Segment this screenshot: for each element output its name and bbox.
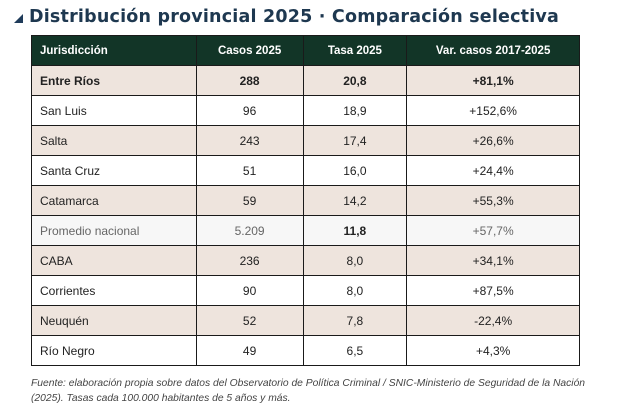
cell-tasa: 6,5 bbox=[302, 335, 408, 366]
cell-casos: 59 bbox=[195, 185, 304, 216]
table-header-row: Jurisdicción Casos 2025 Tasa 2025 Var. c… bbox=[31, 35, 580, 66]
cell-jurisdiccion: Santa Cruz bbox=[31, 155, 197, 186]
cell-tasa: 11,8 bbox=[302, 215, 408, 246]
cell-casos: 51 bbox=[195, 155, 304, 186]
header-jurisdiccion: Jurisdicción bbox=[31, 35, 197, 66]
cell-jurisdiccion: Neuquén bbox=[31, 305, 197, 336]
data-table: Jurisdicción Casos 2025 Tasa 2025 Var. c… bbox=[31, 35, 580, 366]
cell-tasa: 8,0 bbox=[302, 245, 408, 276]
table-row: Entre Ríos 288 20,8 +81,1% bbox=[31, 65, 580, 96]
table-row: Catamarca 59 14,2 +55,3% bbox=[31, 185, 580, 216]
cell-variacion: +57,7% bbox=[406, 215, 580, 246]
cell-variacion: +55,3% bbox=[406, 185, 580, 216]
table-row: CABA 236 8,0 +34,1% bbox=[31, 245, 580, 276]
triangle-marker-icon bbox=[14, 13, 23, 23]
cell-variacion: +26,6% bbox=[406, 125, 580, 156]
cell-jurisdiccion: Salta bbox=[31, 125, 197, 156]
source-note: Fuente: elaboración propia sobre datos d… bbox=[31, 378, 586, 404]
header-variacion: Var. casos 2017-2025 bbox=[406, 35, 580, 66]
table-row: Neuquén 52 7,8 -22,4% bbox=[31, 305, 580, 336]
cell-tasa: 17,4 bbox=[302, 125, 408, 156]
page-title: Distribución provincial 2025 · Comparaci… bbox=[29, 7, 560, 27]
cell-tasa: 14,2 bbox=[302, 185, 408, 216]
table-row: Río Negro 49 6,5 +4,3% bbox=[31, 335, 580, 366]
table-row: Salta 243 17,4 +26,6% bbox=[31, 125, 580, 156]
cell-casos: 90 bbox=[195, 275, 304, 306]
cell-jurisdiccion: Promedio nacional bbox=[31, 215, 197, 246]
cell-jurisdiccion: San Luis bbox=[31, 95, 197, 126]
cell-casos: 52 bbox=[195, 305, 304, 336]
cell-variacion: +87,5% bbox=[406, 275, 580, 306]
cell-casos: 49 bbox=[195, 335, 304, 366]
table-row: Santa Cruz 51 16,0 +24,4% bbox=[31, 155, 580, 186]
header-casos-2025: Casos 2025 bbox=[195, 35, 304, 66]
cell-tasa: 18,9 bbox=[302, 95, 408, 126]
table-row: San Luis 96 18,9 +152,6% bbox=[31, 95, 580, 126]
cell-casos: 288 bbox=[195, 65, 304, 96]
cell-jurisdiccion: Entre Ríos bbox=[31, 65, 197, 96]
cell-jurisdiccion: Corrientes bbox=[31, 275, 197, 306]
cell-variacion: +34,1% bbox=[406, 245, 580, 276]
cell-jurisdiccion: CABA bbox=[31, 245, 197, 276]
cell-jurisdiccion: Catamarca bbox=[31, 185, 197, 216]
cell-tasa: 8,0 bbox=[302, 275, 408, 306]
cell-variacion: +24,4% bbox=[406, 155, 580, 186]
header-tasa-2025: Tasa 2025 bbox=[302, 35, 408, 66]
title-bar: Distribución provincial 2025 · Comparaci… bbox=[14, 4, 559, 30]
cell-variacion: +4,3% bbox=[406, 335, 580, 366]
cell-variacion: -22,4% bbox=[406, 305, 580, 336]
table-row-promedio: Promedio nacional 5.209 11,8 +57,7% bbox=[31, 215, 580, 246]
cell-casos: 243 bbox=[195, 125, 304, 156]
cell-tasa: 7,8 bbox=[302, 305, 408, 336]
table-row: Corrientes 90 8,0 +87,5% bbox=[31, 275, 580, 306]
cell-casos: 96 bbox=[195, 95, 304, 126]
cell-variacion: +152,6% bbox=[406, 95, 580, 126]
cell-casos: 5.209 bbox=[195, 215, 304, 246]
cell-variacion: +81,1% bbox=[406, 65, 580, 96]
cell-casos: 236 bbox=[195, 245, 304, 276]
cell-tasa: 16,0 bbox=[302, 155, 408, 186]
cell-jurisdiccion: Río Negro bbox=[31, 335, 197, 366]
cell-tasa: 20,8 bbox=[302, 65, 408, 96]
